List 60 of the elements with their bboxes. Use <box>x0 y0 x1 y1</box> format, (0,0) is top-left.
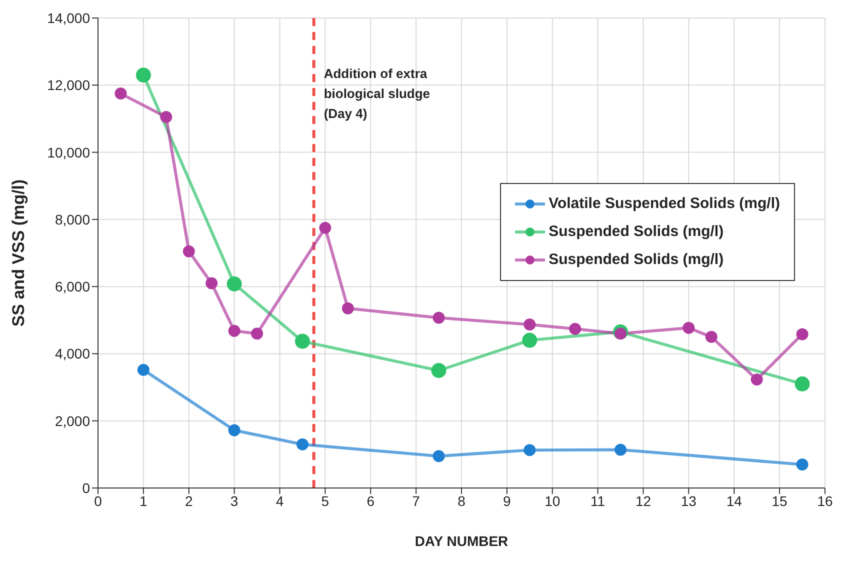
ref-line-label: Addition of extra biological sludge (Day 4) <box>324 66 430 121</box>
y-tick-label: 10,000 <box>47 144 90 160</box>
point <box>705 330 718 343</box>
point <box>794 376 810 392</box>
point <box>682 322 695 334</box>
point <box>114 88 127 100</box>
y-tick-label: 6,000 <box>54 278 90 295</box>
x-tick-label: 11 <box>590 492 606 509</box>
x-tick-label: 0 <box>94 492 102 509</box>
point <box>136 68 151 83</box>
point <box>432 450 445 462</box>
point <box>228 424 240 436</box>
point <box>226 276 242 292</box>
point <box>796 458 808 470</box>
point <box>228 324 240 337</box>
x-tick-label: 5 <box>321 492 330 509</box>
x-axis-title: DAY NUMBER <box>414 533 508 549</box>
point <box>796 328 808 340</box>
x-tick-label: 2 <box>184 492 193 509</box>
y-tick-label: 4,000 <box>54 346 90 362</box>
point <box>206 277 218 290</box>
y-tick-label: 2,000 <box>54 412 90 429</box>
y-axis-title: SS and VSS (mg/l) <box>9 179 28 327</box>
y-tick-label: 12,000 <box>47 77 90 94</box>
x-tick-label: 6 <box>366 492 375 509</box>
x-tick-label: 8 <box>458 492 466 509</box>
point <box>432 312 445 324</box>
point <box>137 364 150 376</box>
x-tick-label: 7 <box>412 492 420 509</box>
x-tick-label: 15 <box>772 492 788 509</box>
point <box>524 444 536 456</box>
point <box>294 334 310 349</box>
y-tick-label: 14,000 <box>47 10 90 26</box>
point <box>522 332 538 348</box>
x-tick-label: 10 <box>544 492 560 509</box>
legend-label: Suspended Solids (mg/l) <box>548 250 724 270</box>
point <box>296 438 308 450</box>
point <box>431 363 446 378</box>
x-tick-label: 9 <box>503 492 512 509</box>
x-tick-label: 1 <box>140 492 148 509</box>
point <box>569 322 582 335</box>
point <box>524 318 536 331</box>
y-tick-label: 0 <box>82 480 90 496</box>
y-tick-label: 8,000 <box>54 211 90 228</box>
legend-label: Suspended Solids (mg/l) <box>548 222 724 242</box>
point <box>160 111 172 124</box>
point <box>614 444 627 456</box>
point <box>614 328 627 340</box>
point <box>342 302 354 314</box>
x-tick-label: 16 <box>817 492 833 509</box>
point <box>319 222 332 234</box>
legend-label: Volatile Suspended Solids (mg/l) <box>548 194 780 214</box>
x-tick-label: 3 <box>230 492 238 509</box>
x-tick-label: 4 <box>276 492 284 509</box>
point <box>182 245 195 258</box>
x-tick-label: 12 <box>635 492 652 509</box>
x-tick-label: 13 <box>680 492 697 509</box>
x-tick-label: 14 <box>726 492 742 509</box>
point <box>251 328 264 340</box>
point <box>750 374 763 386</box>
